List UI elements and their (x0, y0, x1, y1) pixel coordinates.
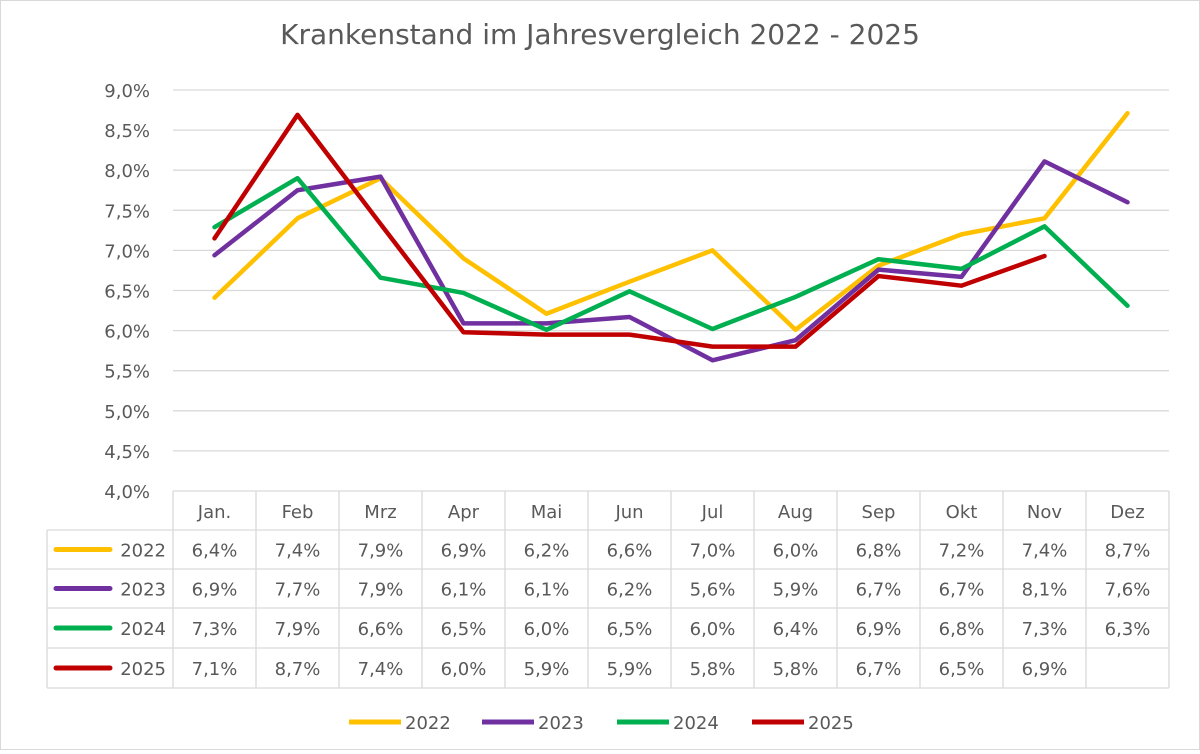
x-tick-label: Okt (946, 502, 978, 523)
data-label: 6,9% (856, 619, 902, 640)
data-label: 7,1% (192, 659, 238, 680)
y-tick-label: 4,0% (104, 482, 150, 503)
data-label: 7,6% (1105, 580, 1151, 601)
series-line-2022 (212, 111, 1130, 333)
y-tick-label: 5,0% (104, 402, 150, 423)
x-tick-label: Nov (1027, 502, 1062, 523)
table-series-label: 2022 (120, 541, 166, 562)
data-label: 6,8% (939, 619, 985, 640)
data-label: 6,9% (441, 541, 487, 562)
table-series-label: 2023 (120, 580, 166, 601)
x-tick-label: Aug (778, 502, 813, 523)
data-label: 5,8% (773, 659, 819, 680)
data-label: 6,2% (607, 580, 653, 601)
data-label: 6,9% (1022, 659, 1068, 680)
y-tick-label: 5,5% (104, 362, 150, 383)
table-series-label: 2024 (120, 619, 166, 640)
x-tick-label: Jan. (197, 502, 231, 523)
data-label: 7,2% (939, 541, 985, 562)
data-label: 6,7% (856, 580, 902, 601)
data-label: 5,6% (690, 580, 736, 601)
y-tick-label: 7,0% (104, 241, 150, 262)
data-label: 6,3% (1105, 619, 1151, 640)
data-label: 7,9% (358, 541, 404, 562)
data-label: 6,6% (607, 541, 653, 562)
chart-title: Krankenstand im Jahresvergleich 2022 - 2… (280, 18, 920, 51)
x-tick-label: Dez (1110, 502, 1144, 523)
y-tick-label: 4,5% (104, 442, 150, 463)
data-label: 6,2% (524, 541, 570, 562)
y-tick-label: 6,0% (104, 322, 150, 343)
data-label: 6,0% (441, 659, 487, 680)
data-label: 7,0% (690, 541, 736, 562)
x-tick-label: Jul (701, 502, 724, 523)
data-label: 5,9% (773, 580, 819, 601)
y-tick-label: 8,0% (104, 161, 150, 182)
legend-label: 2022 (405, 713, 451, 734)
data-label: 6,4% (773, 619, 819, 640)
x-tick-label: Apr (448, 502, 480, 523)
data-label: 7,9% (358, 580, 404, 601)
y-tick-label: 6,5% (104, 282, 150, 303)
data-label: 7,4% (358, 659, 404, 680)
data-label: 6,5% (607, 619, 653, 640)
data-label: 5,9% (607, 659, 653, 680)
legend-label: 2024 (673, 713, 719, 734)
data-label: 6,4% (192, 541, 238, 562)
data-label: 7,9% (275, 619, 321, 640)
y-tick-label: 7,5% (104, 201, 150, 222)
data-label: 6,1% (524, 580, 570, 601)
data-label: 7,3% (1022, 619, 1068, 640)
data-label: 5,8% (690, 659, 736, 680)
data-label: 8,7% (1105, 541, 1151, 562)
data-label: 6,5% (939, 659, 985, 680)
data-label: 6,5% (441, 619, 487, 640)
x-tick-label: Feb (282, 502, 314, 523)
data-label: 6,8% (856, 541, 902, 562)
data-label: 6,0% (524, 619, 570, 640)
y-tick-label: 8,5% (104, 121, 150, 142)
y-tick-label: 9,0% (104, 81, 150, 102)
data-label: 8,7% (275, 659, 321, 680)
data-label: 6,0% (773, 541, 819, 562)
legend-label: 2025 (808, 713, 854, 734)
series-line-2024 (212, 175, 1130, 333)
data-label: 6,6% (358, 619, 404, 640)
x-tick-label: Mai (531, 502, 563, 523)
series-line-2025 (212, 112, 1047, 349)
data-label: 6,1% (441, 580, 487, 601)
data-label: 7,4% (275, 541, 321, 562)
data-label: 6,0% (690, 619, 736, 640)
data-label: 7,4% (1022, 541, 1068, 562)
x-tick-label: Jun (614, 502, 643, 523)
x-tick-label: Mrz (364, 502, 396, 523)
data-label: 6,7% (856, 659, 902, 680)
data-label: 6,7% (939, 580, 985, 601)
table-series-label: 2025 (120, 659, 166, 680)
data-label: 7,7% (275, 580, 321, 601)
legend-label: 2023 (538, 713, 584, 734)
data-label: 8,1% (1022, 580, 1068, 601)
x-tick-label: Sep (862, 502, 896, 523)
data-label: 5,9% (524, 659, 570, 680)
data-label: 7,3% (192, 619, 238, 640)
data-label: 6,9% (192, 580, 238, 601)
